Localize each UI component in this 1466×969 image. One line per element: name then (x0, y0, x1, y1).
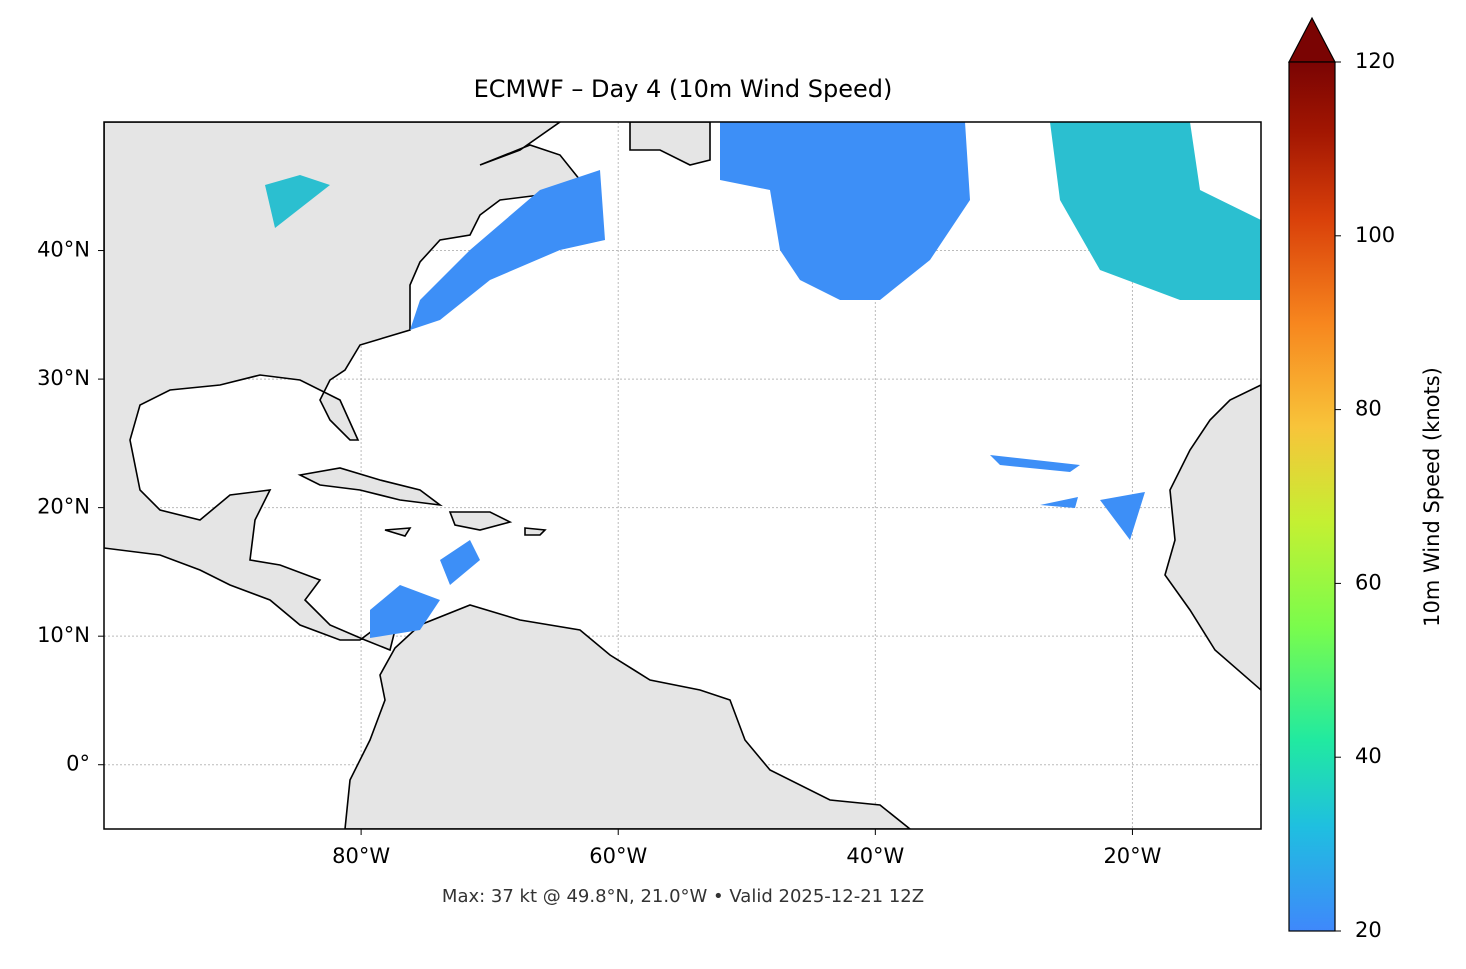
colorbar-tick-label: 40 (1355, 744, 1382, 768)
colorbar-tick-label: 100 (1355, 223, 1395, 247)
y-tick-label: 30°N (37, 366, 90, 390)
x-tick-label: 40°W (846, 844, 904, 868)
map-area (104, 122, 1261, 829)
y-tick-label: 0° (66, 752, 90, 776)
puerto-rico (524, 527, 547, 536)
y-tick-label: 10°N (37, 623, 90, 647)
x-tick-label: 60°W (589, 844, 647, 868)
wind-area (370, 585, 440, 638)
footer: Max: 37 kt @ 49.8°N, 21.0°W • Valid 2025… (442, 886, 924, 907)
colorbar-tick-label: 120 (1355, 49, 1395, 73)
colorbar-tick-label: 80 (1355, 397, 1382, 421)
colorbar (1288, 61, 1336, 932)
north-america (104, 122, 582, 652)
jamaica (384, 527, 412, 537)
south-america (344, 604, 912, 829)
wind-area (265, 175, 330, 228)
wind-area (440, 540, 480, 585)
wind-area (720, 122, 970, 300)
colorbar-tick-label: 20 (1355, 918, 1382, 942)
newfoundland (629, 122, 711, 166)
y-tick-label: 40°N (37, 238, 90, 262)
africa (1164, 384, 1261, 692)
wind-area (1050, 122, 1261, 300)
wind-area (1100, 492, 1145, 540)
x-tick-label: 80°W (332, 844, 390, 868)
wind-area (1040, 497, 1078, 508)
colorbar-label: 10m Wind Speed (knots) (1420, 367, 1444, 627)
colorbar-tick-label: 60 (1355, 570, 1382, 594)
wind-area (990, 455, 1080, 472)
map-frame (103, 121, 1262, 830)
cuba (297, 467, 443, 507)
x-tick-label: 20°W (1103, 844, 1161, 868)
hispaniola (448, 511, 513, 531)
wind-area (410, 170, 605, 330)
y-tick-label: 20°N (37, 495, 90, 519)
map-title: ECMWF – Day 4 (10m Wind Speed) (474, 75, 893, 103)
colorbar-extend (1288, 16, 1336, 63)
